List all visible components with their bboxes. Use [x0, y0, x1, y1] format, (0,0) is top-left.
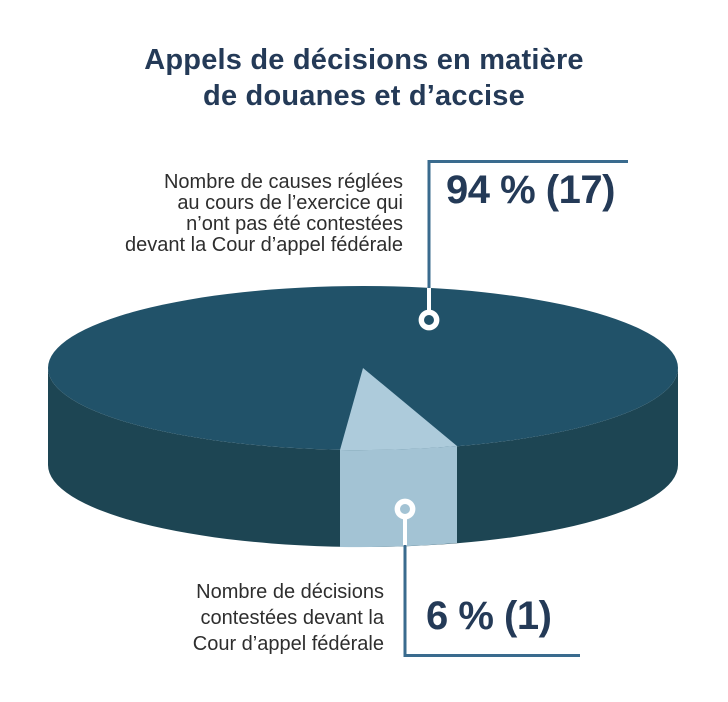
callout-marker-top-icon [418, 309, 440, 331]
pie-small-slice-top [340, 368, 457, 451]
callout-marker-bottom-icon [394, 498, 416, 520]
label-contested-line-3: Cour d’appel fédérale [192, 633, 384, 655]
label-settled-cases: Nombre de causes réglées au cours de l’e… [73, 172, 403, 256]
label-settled-line-2: au cours de l’exercice qui [177, 192, 403, 214]
value-contested-decisions: 6 % (1) [426, 594, 552, 638]
chart-title-line-2: de douanes et d’accise [203, 80, 525, 112]
label-contested-decisions: Nombre de décisions contestées devant la… [134, 579, 384, 657]
label-settled-line-3: n’ont pas été contestées [186, 213, 403, 235]
chart-title-line-1: Appels de décisions en matière [144, 44, 584, 76]
callout-line-top [427, 160, 628, 289]
label-settled-line-4: devant la Cour d’appel fédérale [125, 234, 403, 256]
value-settled-cases: 94 % (17) [446, 168, 615, 212]
label-contested-line-2: contestées devant la [200, 607, 384, 629]
label-settled-line-1: Nombre de causes réglées [163, 171, 403, 193]
label-contested-line-1: Nombre de décisions [196, 581, 384, 603]
callout-line-bottom [403, 545, 580, 657]
pie-small-slice-side [340, 446, 457, 548]
chart-title: Appels de décisions en matière de douane… [0, 42, 728, 114]
